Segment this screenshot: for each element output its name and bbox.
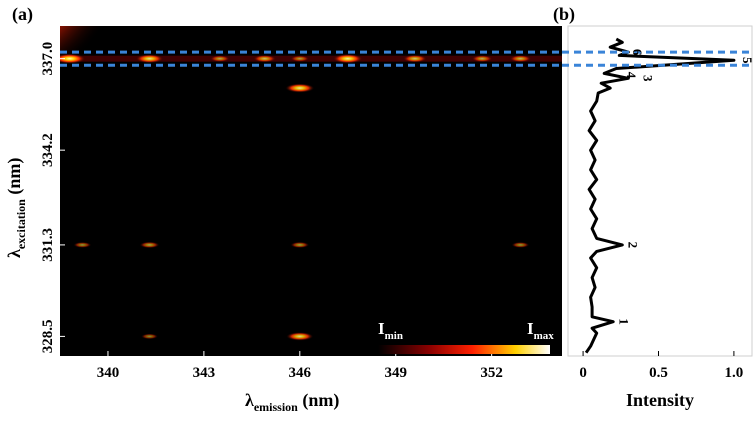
y-tick-label: 331.3: [40, 228, 56, 262]
x-tick-label: 352: [480, 365, 503, 381]
heatmap-hot-spot: [60, 53, 86, 64]
heatmap-hot-spot: [471, 55, 493, 63]
y-ticks-a: 337.0 334.2 331.3 328.5: [40, 42, 65, 353]
emission-row-glow: [60, 55, 562, 62]
y-axis-title-main: λ: [4, 249, 24, 258]
peak-labels: 1 2 34 5 6: [616, 49, 753, 325]
y-tick-label: 328.5: [40, 320, 56, 354]
colorbar-min-main: I: [378, 319, 385, 338]
colorbar-max-main: I: [527, 319, 534, 338]
peak-label: 5: [740, 57, 753, 64]
heatmap-hot-spot: [290, 241, 310, 248]
heatmap-hot-spot: [139, 241, 160, 249]
y-axis-title-sub: excitation: [14, 199, 28, 249]
plot-frame-b: [567, 25, 753, 357]
x-tick-label-b: 1.0: [725, 365, 744, 381]
colorbar-min-label: Imin: [378, 319, 403, 342]
heatmap-background: [60, 26, 562, 356]
x-ticks-b: 0 0.5 1.0: [579, 351, 743, 381]
x-tick-label: 346: [289, 365, 312, 381]
highlight-band-b: [562, 50, 752, 67]
x-tick-label-b: 0: [579, 365, 587, 381]
peak-label: 3: [640, 75, 655, 82]
heatmap-hot-spot: [141, 333, 159, 340]
y-tick-label: 334.2: [40, 133, 56, 167]
x-axis-title-main: λ: [245, 390, 254, 410]
heatmap-hot-spot: [253, 55, 277, 63]
peak-label: 1: [616, 318, 631, 325]
peak-label: 4: [624, 72, 639, 79]
colorbar-min-sub: min: [385, 330, 403, 342]
intensity-line: [584, 37, 736, 354]
colorbar-max-label: Imax: [527, 319, 554, 342]
panel-b-label: (b): [553, 4, 575, 25]
heatmap-marks: [60, 26, 562, 341]
y-axis-title-unit: (nm): [4, 158, 25, 200]
x-axis-title-b: Intensity: [626, 390, 694, 410]
colorbar-max-sub: max: [534, 330, 555, 342]
heatmap-hot-spot: [509, 55, 532, 63]
heatmap-hot-spot: [290, 55, 310, 62]
heatmap-hot-spot: [332, 53, 363, 64]
heatmap-hot-spot: [286, 332, 314, 341]
x-axis-title-unit: (nm): [298, 390, 340, 411]
peak-label: 2: [625, 242, 640, 249]
heatmap-hot-spot: [285, 83, 315, 93]
heatmap-hot-spot: [209, 55, 230, 62]
x-axis-title-a: λemission (nm): [245, 390, 339, 414]
panel-a-label: (a): [12, 4, 33, 25]
x-tick-label-b: 0.5: [649, 365, 668, 381]
x-tick-label: 340: [97, 365, 120, 381]
y-axis-title-a: λexcitation (nm): [4, 158, 28, 258]
y-tick-label: 337.0: [40, 42, 56, 76]
x-tick-label: 349: [384, 365, 407, 381]
peak-label: 6: [630, 49, 645, 56]
heatmap-hot-spot: [511, 242, 530, 248]
x-axis-title-sub: emission: [254, 400, 298, 414]
colorbar: [378, 345, 550, 354]
heatmap-hot-spot: [402, 54, 427, 63]
x-tick-label: 343: [193, 365, 216, 381]
heatmap-hot-spot: [135, 54, 164, 64]
intensity-line-group: [584, 37, 736, 354]
heatmap-hot-spot: [73, 242, 92, 248]
